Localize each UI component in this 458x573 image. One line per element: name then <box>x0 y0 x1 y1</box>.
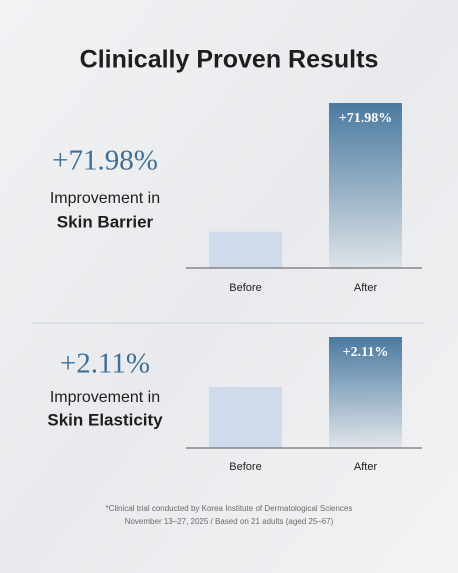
footnote: *Clinical trial conducted by Korea Insti… <box>106 504 353 513</box>
x-tick-label: After <box>354 461 378 473</box>
title: Clinically Proven Results <box>80 46 379 74</box>
bar-label: +2.11% <box>343 345 389 360</box>
x-tick-label: Before <box>229 461 261 473</box>
bar-label: +71.98% <box>339 111 392 126</box>
caption: Improvement in <box>50 190 160 207</box>
bar <box>329 337 402 448</box>
footnote: November 13–27, 2025 / Based on 21 adult… <box>125 517 334 526</box>
bar <box>209 231 282 268</box>
metric: Skin Elasticity <box>47 410 163 429</box>
highlight-value: +2.11% <box>60 348 150 380</box>
x-tick-label: After <box>354 282 378 294</box>
caption: Improvement in <box>50 389 160 406</box>
x-tick-label: Before <box>229 282 261 294</box>
bar <box>329 103 402 268</box>
highlight-value: +71.98% <box>52 145 158 177</box>
bar <box>209 386 282 448</box>
metric: Skin Barrier <box>57 212 154 231</box>
